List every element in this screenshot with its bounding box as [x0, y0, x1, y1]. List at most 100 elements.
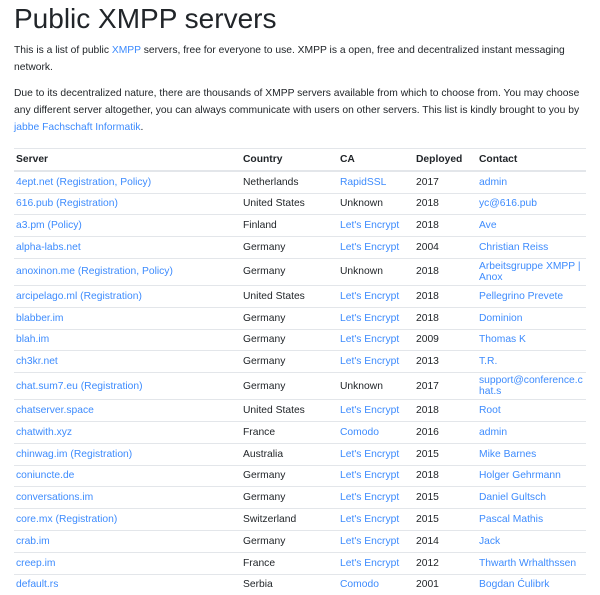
server-link[interactable]: arcipelago.ml — [16, 290, 78, 302]
contact-cell: Pascal Mathis — [477, 508, 586, 531]
server-extras: (Registration) — [80, 380, 143, 392]
server-cell: arcipelago.ml (Registration) — [14, 284, 241, 308]
contact-link[interactable]: Christian Reiss — [479, 242, 549, 254]
contact-cell: Thwarth Wrhalthssen — [477, 551, 586, 575]
server-cell: chat.sum7.eu (Registration) — [14, 372, 241, 400]
server-link[interactable]: anoxinon.me — [16, 266, 75, 278]
contact-link[interactable]: Ave — [479, 220, 497, 232]
policy-link[interactable]: Policy — [141, 266, 170, 278]
contact-link[interactable]: Holger Gehrmann — [479, 470, 561, 482]
server-cell: ch3kr.net — [14, 350, 241, 373]
contact-link[interactable]: Daniel Gultsch — [479, 492, 546, 504]
table-row: chat.sum7.eu (Registration) Germany Unknow… — [14, 372, 586, 400]
server-link[interactable]: coniuncte.de — [16, 470, 75, 482]
ca-link[interactable]: Let's Encrypt — [340, 492, 400, 504]
ca-cell: Unknown — [338, 192, 414, 215]
registration-link[interactable]: Registration — [81, 266, 137, 278]
server-link[interactable]: crab.im — [16, 535, 50, 547]
ca-link[interactable]: RapidSSL — [340, 176, 387, 188]
ca-link[interactable]: Comodo — [340, 579, 379, 591]
ca-link[interactable]: Let's Encrypt — [340, 405, 400, 417]
contact-cell: Arbeitsgruppe XMPP | Anox — [477, 257, 586, 286]
server-link[interactable]: chatserver.space — [16, 405, 94, 417]
contact-link[interactable]: Pascal Mathis — [479, 514, 544, 526]
server-cell: core.mx (Registration) — [14, 508, 241, 531]
ca-link[interactable]: Let's Encrypt — [340, 470, 400, 482]
contact-link[interactable]: Dominion — [479, 312, 523, 324]
contact-link[interactable]: Mike Barnes — [479, 448, 537, 460]
registration-link[interactable]: Registration — [73, 448, 129, 460]
server-link[interactable]: core.mx — [16, 514, 53, 526]
deployed-cell: 2012 — [414, 551, 477, 575]
server-link[interactable]: 616.pub — [16, 198, 54, 210]
contact-link[interactable]: Thwarth Wrhalthssen — [479, 557, 577, 569]
server-link[interactable]: creep.im — [16, 557, 56, 569]
server-link[interactable]: chat.sum7.eu — [16, 380, 78, 392]
table-row: blah.im Germany Let's Encrypt 2009 Thomas K — [14, 328, 586, 351]
server-cell: coniuncte.de — [14, 464, 241, 487]
ca-link[interactable]: Let's Encrypt — [340, 448, 400, 460]
header-ca[interactable]: CA — [338, 147, 414, 172]
header-contact[interactable]: Contact — [477, 147, 586, 172]
header-deployed[interactable]: Deployed — [414, 147, 477, 172]
header-server[interactable]: Server — [14, 147, 241, 172]
ca-link[interactable]: Let's Encrypt — [340, 334, 400, 346]
server-link[interactable]: conversations.im — [16, 492, 94, 504]
server-link[interactable]: 4ept.net — [16, 176, 54, 188]
registration-link[interactable]: Registration — [84, 380, 140, 392]
server-link[interactable]: chatwith.xyz — [16, 426, 73, 438]
contact-link[interactable]: Arbeitsgruppe XMPP | Anox — [479, 260, 581, 283]
policy-link[interactable]: Policy — [120, 176, 148, 188]
server-link[interactable]: ch3kr.net — [16, 356, 58, 368]
registration-link[interactable]: Registration — [59, 176, 115, 188]
registration-link[interactable]: Registration — [58, 514, 114, 526]
contact-link[interactable]: Bogdan Ćulibrk — [479, 579, 550, 591]
ca-link[interactable]: Let's Encrypt — [340, 242, 400, 254]
registration-link[interactable]: Registration — [83, 290, 139, 302]
ca-cell: Comodo — [338, 573, 414, 595]
ca-link[interactable]: Let's Encrypt — [340, 514, 400, 526]
server-link[interactable]: default.rs — [16, 579, 59, 591]
ca-link[interactable]: Let's Encrypt — [340, 557, 400, 569]
contact-link[interactable]: Root — [479, 405, 501, 417]
server-cell: blah.im — [14, 328, 241, 351]
registration-link[interactable]: Registration — [59, 198, 115, 210]
contact-cell: Christian Reiss — [477, 236, 586, 259]
fachschaft-link[interactable]: Fachschaft Informatik — [42, 122, 141, 133]
table-row: 4ept.net (Registration, Policy) Netherlan… — [14, 170, 586, 194]
ca-link[interactable]: Comodo — [340, 426, 379, 438]
ca-link[interactable]: Let's Encrypt — [340, 535, 400, 547]
ca-link[interactable]: Let's Encrypt — [340, 220, 400, 232]
ca-cell: Unknown — [338, 257, 414, 286]
table-row: blabber.im Germany Let's Encrypt 2018 Domini… — [14, 306, 586, 330]
contact-link[interactable]: Jack — [479, 535, 501, 547]
xmpp-link[interactable]: XMPP — [111, 45, 141, 56]
server-link[interactable]: blah.im — [16, 334, 50, 346]
contact-link[interactable]: Thomas K — [479, 334, 526, 346]
jabber-link[interactable]: jabbe — [14, 122, 40, 133]
server-cell: default.rs — [14, 573, 241, 595]
table-row: arcipelago.ml (Registration) United State… — [14, 284, 586, 308]
server-link[interactable]: a3.pm — [16, 220, 45, 232]
policy-link[interactable]: Policy — [50, 220, 79, 232]
ca-cell: Comodo — [338, 420, 414, 444]
contact-cell: Dominion — [477, 306, 586, 330]
contact-link[interactable]: admin — [479, 426, 508, 438]
ca-link[interactable]: Let's Encrypt — [340, 290, 400, 302]
server-link[interactable]: blabber.im — [16, 312, 64, 324]
ca-link[interactable]: Let's Encrypt — [340, 312, 400, 324]
contact-link[interactable]: admin — [479, 176, 508, 188]
page-title: Public XMPP servers — [14, 3, 277, 34]
contact-link[interactable]: T.R. — [479, 356, 498, 368]
deployed-cell: 2015 — [414, 442, 477, 466]
server-link[interactable]: chinwag.im — [16, 448, 68, 460]
contact-link[interactable]: yc@616.pub — [479, 198, 537, 210]
header-country[interactable]: Country — [241, 147, 338, 172]
contact-link[interactable]: support@conference.chat.s — [479, 375, 583, 398]
server-cell: chatwith.xyz — [14, 420, 241, 444]
contact-cell: Daniel Gultsch — [477, 486, 586, 509]
server-link[interactable]: alpha-labs.net — [16, 242, 81, 254]
ca-link[interactable]: Let's Encrypt — [340, 356, 400, 368]
contact-link[interactable]: Pellegrino Prevete — [479, 290, 564, 302]
table-row: 616.pub (Registration) United States Unkno… — [14, 192, 586, 215]
